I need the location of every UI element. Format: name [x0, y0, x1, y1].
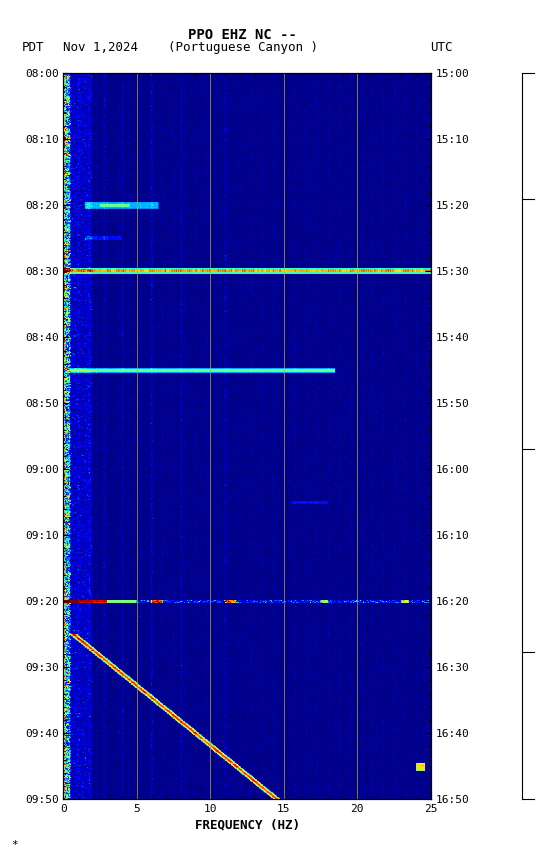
- Text: PPO EHZ NC --: PPO EHZ NC --: [188, 28, 298, 41]
- X-axis label: FREQUENCY (HZ): FREQUENCY (HZ): [194, 818, 300, 831]
- Text: *: *: [11, 841, 18, 850]
- Text: PDT: PDT: [22, 41, 45, 54]
- Text: (Portuguese Canyon ): (Portuguese Canyon ): [168, 41, 318, 54]
- Text: UTC: UTC: [431, 41, 453, 54]
- Text: Nov 1,2024: Nov 1,2024: [63, 41, 139, 54]
